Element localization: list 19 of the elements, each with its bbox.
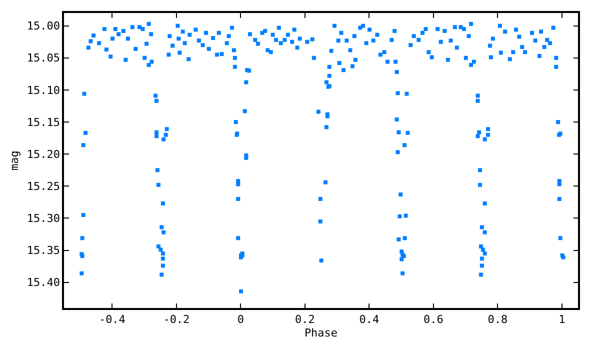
y-tick-label: 15.35 — [26, 244, 60, 258]
x-tick-label: 0.8 — [488, 312, 508, 326]
x-tick-label: 0.6 — [424, 312, 444, 326]
y-tick-label: 15.00 — [26, 20, 60, 33]
y-tick-label: 15.05 — [26, 52, 60, 65]
y-tick-label: 15.30 — [26, 212, 60, 226]
x-tick-label: 0 — [237, 312, 244, 326]
x-tick-label: -0.2 — [163, 312, 190, 326]
x-tick-label: 0.4 — [359, 312, 380, 326]
x-axis-title: Phase — [304, 326, 338, 340]
y-tick-label: 15.25 — [26, 180, 60, 193]
y-tick-label: 15.10 — [26, 84, 60, 97]
x-tick-label: -0.4 — [98, 312, 126, 326]
y-axis-title: mag — [8, 150, 22, 170]
y-tick-label: 15.15 — [26, 116, 60, 129]
y-tick-label: 15.20 — [26, 148, 60, 161]
x-tick-label: 0.2 — [295, 312, 315, 326]
x-tick-label: 1 — [558, 312, 566, 326]
y-tick-label: 15.40 — [26, 276, 60, 290]
